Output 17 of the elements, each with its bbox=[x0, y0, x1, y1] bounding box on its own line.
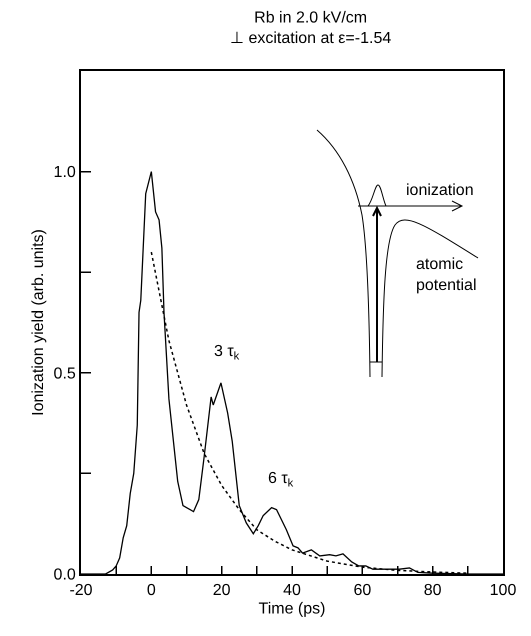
annotation: atomic potential bbox=[416, 256, 476, 294]
x-tick-label: -20 bbox=[69, 582, 93, 600]
x-axis-title: Time (ps) bbox=[258, 600, 326, 618]
x-tick-label: 40 bbox=[283, 582, 301, 600]
x-tick-label: 100 bbox=[490, 582, 516, 600]
annotation: ionization bbox=[406, 182, 474, 199]
y-tick-label: 0.0 bbox=[54, 566, 76, 584]
annotation: 3 τ$_{k}$ bbox=[214, 343, 240, 362]
annotation: 6 τ$_{k}$ bbox=[268, 470, 294, 490]
x-tick-label: 20 bbox=[212, 582, 231, 600]
y-axis-title: Ionization yield (arb. units) bbox=[30, 229, 47, 416]
chart-title: Rb in 2.0 kV/cm ⊥ excitation at ε=-1.54 bbox=[230, 9, 392, 48]
x-tick-label: 0 bbox=[146, 582, 156, 600]
x-tick-label: 80 bbox=[424, 582, 442, 600]
y-tick-label: 0.5 bbox=[54, 365, 76, 382]
y-tick-label: 1.0 bbox=[54, 164, 76, 182]
x-tick-label: 60 bbox=[353, 582, 372, 600]
